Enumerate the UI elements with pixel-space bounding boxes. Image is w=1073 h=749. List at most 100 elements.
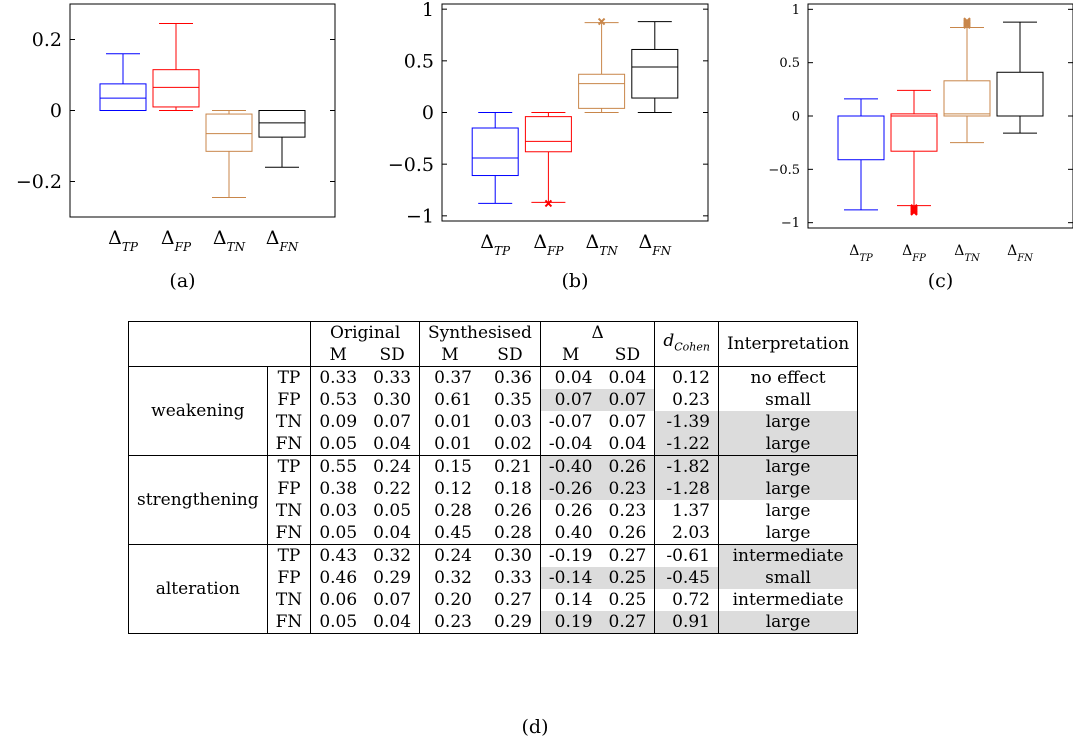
cell-interpretation: small [717,567,859,589]
cell-syn-sd: 0.29 [479,611,541,634]
cell-d-cohen: -1.22 [654,433,719,456]
row-type: FN [266,433,311,456]
cell-interpretation: small [717,389,859,411]
cell-syn-m: 0.12 [419,478,480,500]
cell-d-cohen: 0.91 [654,611,719,634]
cell-orig-m: 0.05 [310,433,366,456]
cell-delta-m: -0.04 [539,433,601,456]
cell-orig-m: 0.09 [310,411,366,433]
cell-syn-m: 0.15 [419,455,480,478]
box-tn [943,80,991,117]
cell-interpretation: large [717,478,859,500]
cell-delta-sd: 0.25 [600,567,655,589]
table-row: TN 0.03 0.05 0.28 0.26 0.26 0.23 1.37 large [129,500,859,522]
outlier-mark [597,17,606,26]
cell-d-cohen: -1.39 [654,411,719,433]
x-tick-label: ΔTP [480,231,511,258]
y-tick-label: 1 [792,3,800,18]
cell-syn-sd: 0.18 [494,479,532,499]
cell-d-cohen: 1.37 [654,500,719,522]
header-synthesised: Synthesised [419,321,541,344]
cell-orig-m: 0.46 [310,567,366,589]
cell-interpretation: large [717,455,859,478]
y-tick-label: −0.2 [16,171,62,193]
cell-delta-m: -0.40 [539,455,601,478]
cell-orig-sd: 0.07 [373,412,412,432]
cell-orig-m: 0.05 [310,522,366,545]
caption-d: (d) [521,716,549,738]
y-tick-label: 0.2 [32,29,62,51]
header-d-cohen: dCohen [654,321,719,367]
y-tick-label: 0.5 [779,56,800,71]
table-row: FP 0.46 0.29 0.32 0.33 -0.14 0.25 -0.45 small [129,567,859,589]
group-label: strengthening [128,455,268,545]
cell-syn-sd: 0.28 [494,523,532,543]
table-row: FP 0.38 0.22 0.12 0.18 -0.26 0.23 -1.28 large [129,478,859,500]
cell-d-cohen: 0.72 [654,589,719,611]
box-fn [631,48,679,99]
header-sd: SD [497,345,523,365]
cell-orig-sd: 0.30 [373,390,412,410]
cell-interpretation: intermediate [717,544,859,567]
cell-d-cohen: -0.61 [654,544,719,567]
y-tick-label: 1 [422,0,434,21]
table-row: TN 0.09 0.07 0.01 0.03 -0.07 0.07 -1.39 large [129,411,859,433]
outlier-mark [544,199,553,208]
boxplot-b: −1 −0.5 0 0.5 1 ΔTP ΔFP ΔTN ΔFN (b) [388,0,709,292]
caption-b: (b) [562,270,589,292]
cell-delta-m: -0.14 [539,567,601,589]
cell-interpretation: large [717,500,859,522]
outlier-mark [910,208,918,216]
row-type: FN [266,611,311,634]
cell-orig-sd: 0.24 [365,455,420,478]
cell-syn-sd: 0.02 [494,434,532,454]
y-tick-label: −0.5 [768,163,800,178]
boxplot-a: −0.2 0 0.2 ΔTP ΔFP ΔTN ΔFN (a) [16,3,336,292]
cell-syn-m: 0.20 [419,589,480,611]
cell-delta-sd: 0.04 [600,366,655,389]
cell-delta-sd: 0.25 [608,590,647,610]
box-fp [524,116,572,153]
x-tick-label: ΔTN [585,231,618,258]
table-row: FP 0.53 0.30 0.61 0.35 0.07 0.07 0.23 small [129,389,859,411]
cell-orig-m: 0.05 [310,611,366,634]
y-tick-label: 0 [792,110,800,125]
row-type: FP [266,389,311,411]
cell-delta-sd: 0.26 [600,455,655,478]
header-m: M [539,344,601,367]
x-tick-label: ΔTN [954,243,981,264]
header-m: M [310,344,366,367]
y-tick-label: 0 [50,100,62,122]
cell-interpretation: no effect [717,366,859,389]
row-type: TP [266,455,311,478]
table-row: FN 0.05 0.04 0.01 0.02 -0.04 0.04 -1.22 large [129,433,859,456]
cell-orig-sd: 0.04 [365,611,420,634]
row-type: FN [266,522,311,545]
cell-orig-sd: 0.04 [373,523,412,543]
cell-d-cohen: -1.82 [654,455,719,478]
cell-delta-m: -0.26 [539,478,601,500]
cell-syn-m: 0.01 [419,411,480,433]
cell-delta-m: 0.19 [539,611,601,634]
caption-a: (a) [169,270,195,292]
x-tick-label: ΔFN [639,231,672,258]
cell-orig-sd: 0.32 [365,544,420,567]
cell-interpretation: large [717,411,859,433]
cell-orig-m: 0.38 [310,478,366,500]
cell-syn-m: 0.32 [419,567,480,589]
cell-syn-m: 0.45 [419,522,480,545]
cell-delta-sd: 0.23 [600,478,655,500]
cell-orig-m: 0.55 [310,455,366,478]
row-type: TP [266,544,311,567]
cell-syn-m: 0.37 [419,366,480,389]
box-tp [99,83,147,111]
cell-delta-m: -0.19 [539,544,601,567]
box-tn [578,73,626,109]
x-tick-label: ΔTP [849,243,873,264]
x-tick-label: ΔFN [1007,243,1034,264]
boxplot-c: −1 −0.5 0 0.5 1 ΔTP ΔFP ΔTN ΔFN (c) [768,3,1073,292]
cell-syn-m: 0.24 [419,544,480,567]
cell-syn-sd: 0.21 [479,455,541,478]
cell-interpretation: large [717,433,859,456]
x-tick-label: ΔFP [161,227,192,254]
